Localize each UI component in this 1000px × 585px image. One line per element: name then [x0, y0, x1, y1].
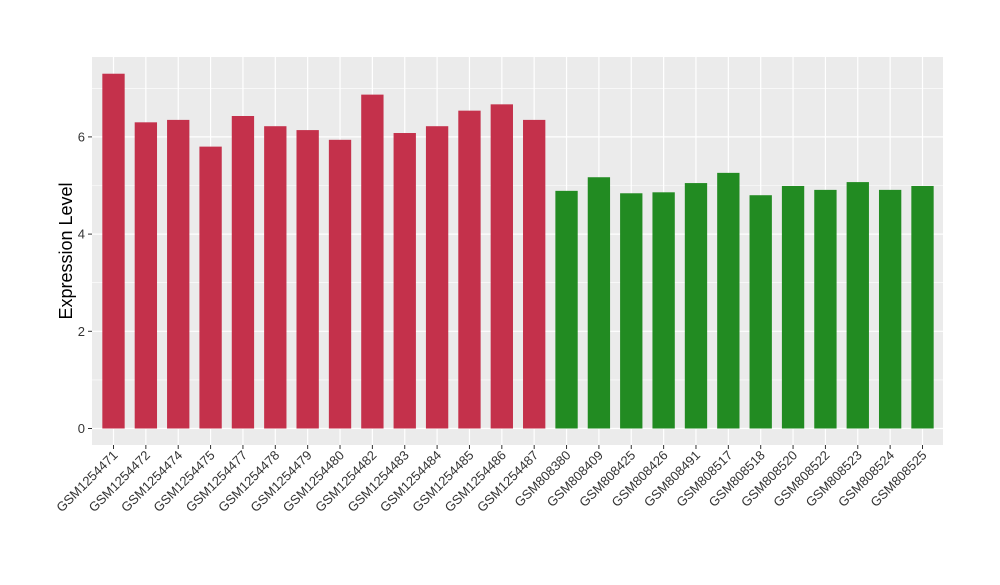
- y-tick-label: 6: [78, 129, 85, 144]
- bar-GSM1254486: [490, 104, 513, 429]
- bar-GSM1254471: [102, 73, 125, 429]
- bar-GSM808425: [620, 193, 643, 429]
- x-axis: GSM1254471GSM1254472GSM1254474GSM1254475…: [53, 445, 930, 515]
- bar-GSM808517: [717, 172, 740, 429]
- bar-GSM808520: [781, 185, 805, 429]
- bar-GSM1254487: [523, 119, 546, 429]
- bar-GSM1254483: [393, 133, 416, 429]
- bar-GSM808523: [846, 182, 869, 429]
- bar-GSM808426: [652, 192, 675, 429]
- y-axis-label: Expression Level: [56, 182, 76, 319]
- bar-GSM1254472: [134, 122, 158, 429]
- bar-GSM1254477: [231, 116, 255, 429]
- bar-GSM808380: [555, 190, 578, 429]
- bar-GSM808522: [814, 189, 837, 429]
- bar-GSM1254480: [328, 139, 352, 429]
- bar-GSM1254474: [167, 119, 190, 429]
- bar-GSM1254475: [199, 146, 222, 429]
- bar-GSM1254485: [458, 110, 481, 429]
- y-tick-label: 4: [78, 227, 85, 242]
- y-tick-label: 2: [78, 324, 85, 339]
- bars: [102, 73, 934, 429]
- bar-GSM1254478: [264, 126, 287, 429]
- y-axis: 0 2 4 6: [78, 129, 92, 436]
- bar-GSM808524: [878, 189, 902, 429]
- y-tick-label: 0: [78, 421, 85, 436]
- bar-GSM1254482: [361, 94, 384, 429]
- bar-GSM1254484: [425, 126, 449, 429]
- bar-GSM808518: [749, 195, 772, 429]
- bar-GSM808525: [911, 185, 934, 429]
- bar-GSM808491: [684, 183, 708, 429]
- bar-GSM1254479: [296, 130, 319, 429]
- bar-GSM808409: [587, 177, 611, 429]
